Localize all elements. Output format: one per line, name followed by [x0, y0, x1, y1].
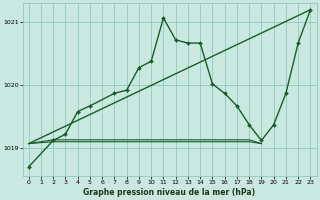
X-axis label: Graphe pression niveau de la mer (hPa): Graphe pression niveau de la mer (hPa) — [84, 188, 256, 197]
